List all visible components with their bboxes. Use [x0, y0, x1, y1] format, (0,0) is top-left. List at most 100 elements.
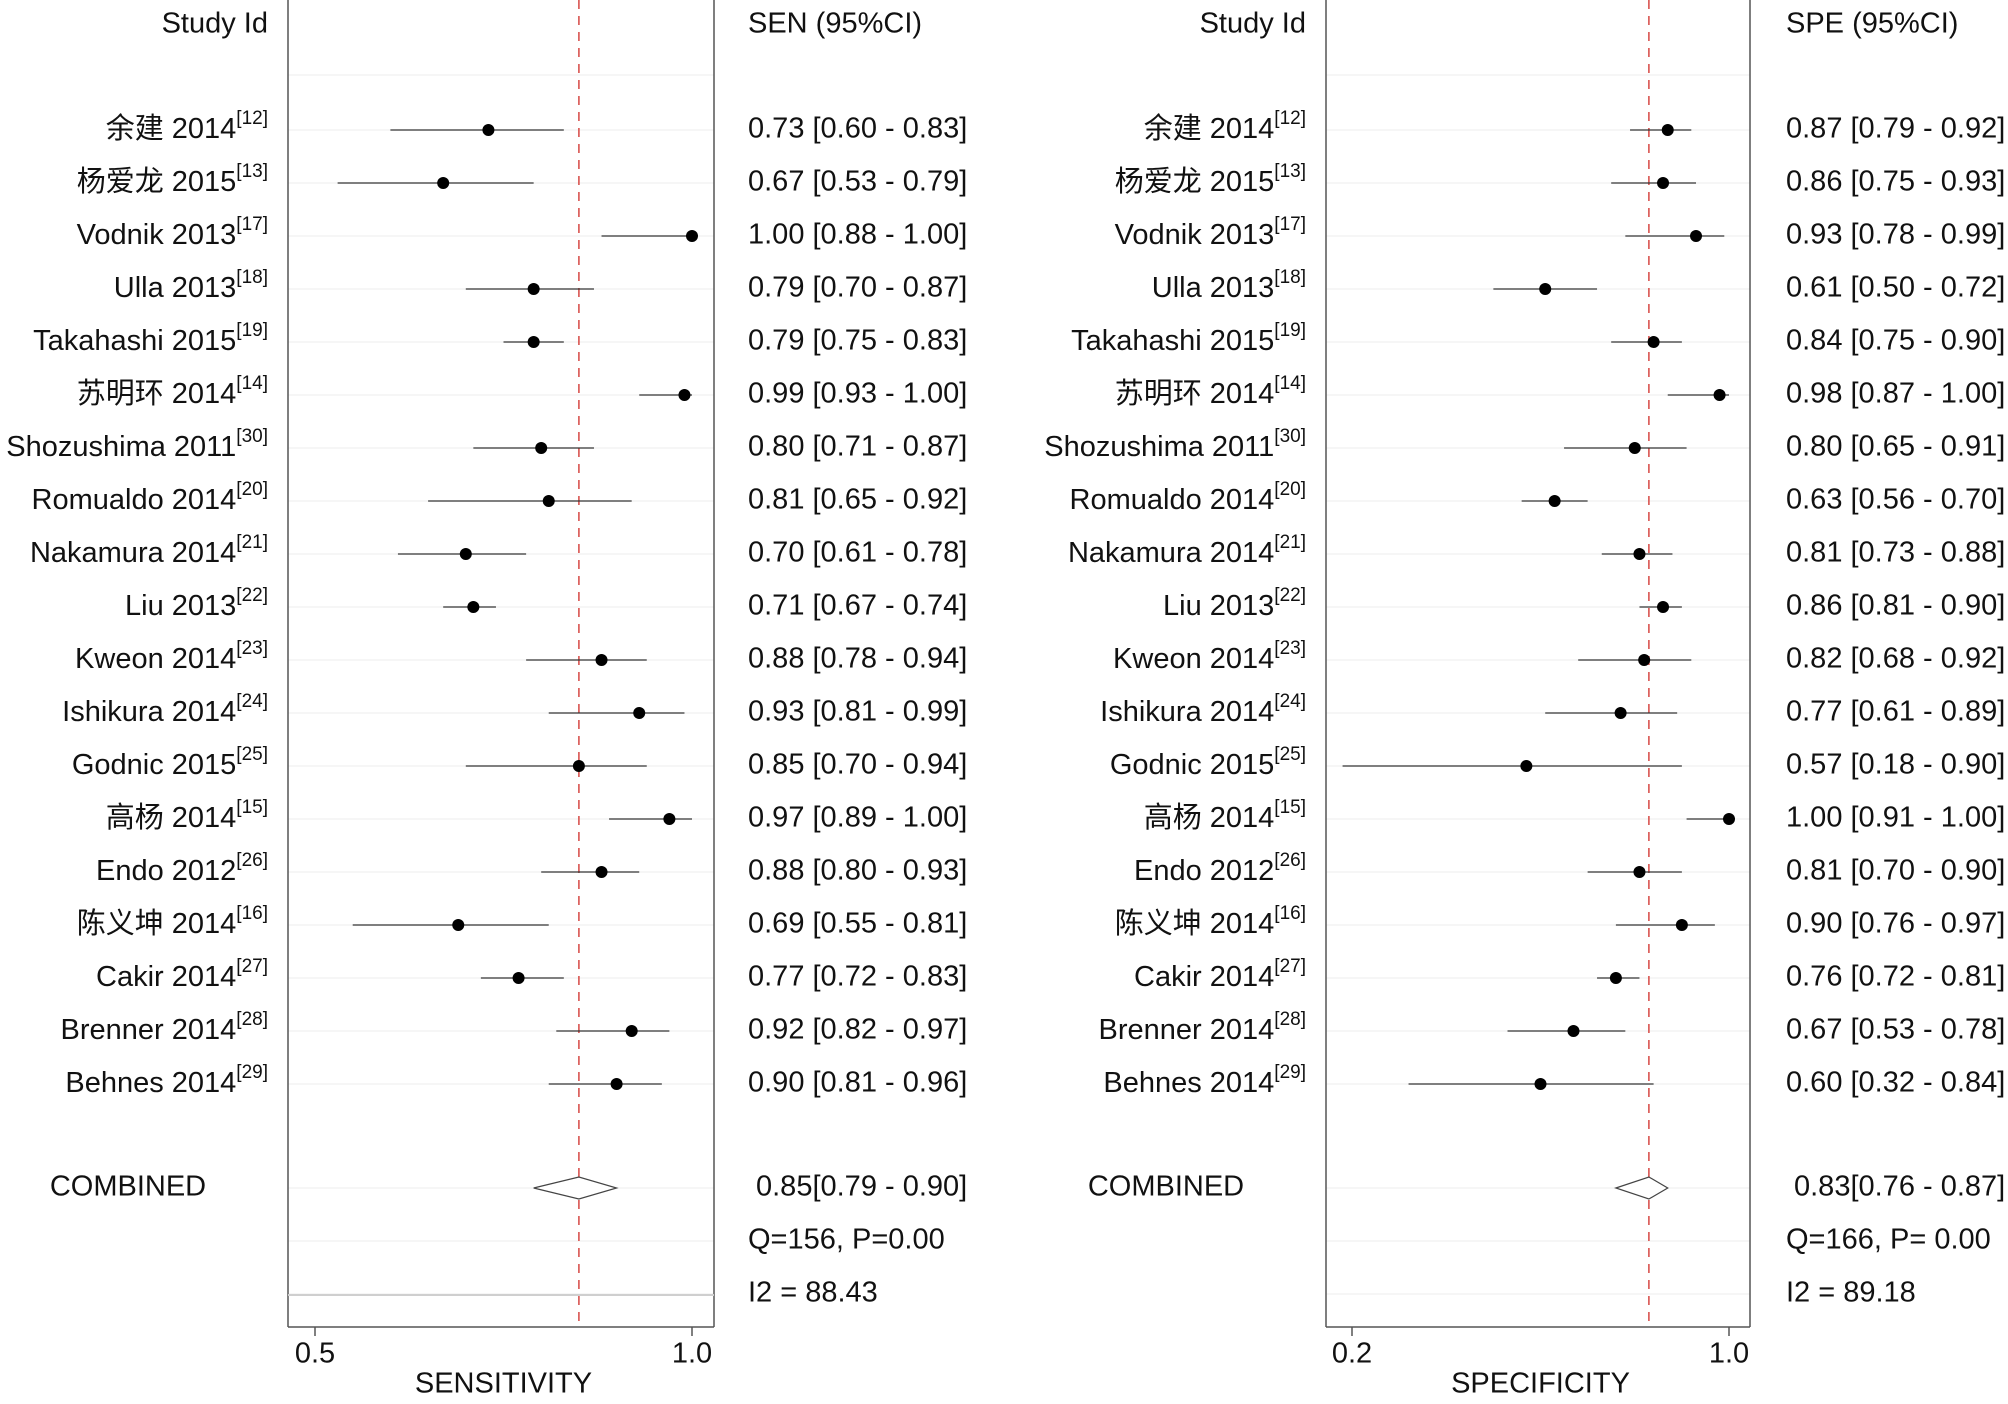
study-name: Vodnik 2013[17]	[77, 214, 268, 251]
estimate-text: 0.85 [0.70 - 0.94]	[748, 749, 967, 781]
estimate-text: 0.81 [0.70 - 0.90]	[1786, 855, 2005, 887]
study-name-text: Behnes 2014	[1103, 1067, 1274, 1099]
study-name: Godnic 2015[25]	[1110, 744, 1306, 781]
study-row: Endo 2012[26] 0.81 [0.70 - 0.90]	[1134, 850, 2005, 887]
study-reference: [29]	[236, 1062, 268, 1083]
estimate-text: 0.61 [0.50 - 0.72]	[1786, 272, 2005, 304]
study-name: Cakir 2014[27]	[96, 956, 268, 993]
x-tick-label: 0.5	[295, 1338, 335, 1370]
study-reference: [22]	[1274, 585, 1306, 606]
combined-diamond	[1614, 1176, 1669, 1200]
point-estimate	[572, 760, 585, 772]
point-estimate	[1628, 442, 1641, 454]
study-reference: [29]	[1274, 1062, 1306, 1083]
study-row: Takahashi 2015[19] 0.79 [0.75 - 0.83]	[33, 320, 967, 357]
estimate-text: 0.81 [0.73 - 0.88]	[1786, 537, 2005, 569]
estimate-text: 0.73 [0.60 - 0.83]	[748, 113, 967, 145]
point-estimate	[1657, 177, 1670, 189]
study-name-text: Romualdo 2014	[32, 484, 237, 516]
point-estimate	[1539, 283, 1552, 295]
point-estimate	[1567, 1025, 1580, 1037]
study-reference: [15]	[1274, 797, 1306, 818]
study-reference: [14]	[236, 373, 268, 394]
study-reference: [18]	[1274, 267, 1306, 288]
study-reference: [24]	[236, 691, 268, 712]
point-estimate	[1609, 972, 1622, 984]
study-name-text: Behnes 2014	[65, 1067, 236, 1099]
study-row: Kweon 2014[23] 0.88 [0.78 - 0.94]	[75, 638, 967, 675]
study-reference: [21]	[1274, 532, 1306, 553]
study-row: 杨爱龙 2015[13] 0.67 [0.53 - 0.79]	[77, 161, 968, 198]
estimate-text: 0.60 [0.32 - 0.84]	[1786, 1067, 2005, 1099]
study-name: Brenner 2014[28]	[1099, 1009, 1306, 1046]
study-name: 余建 2014[12]	[106, 108, 268, 145]
point-estimate	[1633, 866, 1646, 878]
study-name-text: Vodnik 2013	[77, 219, 237, 251]
study-name-text: 余建 2014	[1144, 112, 1275, 145]
study-row: 陈义坤 2014[16] 0.69 [0.55 - 0.81]	[77, 903, 968, 940]
estimate-text: 0.67 [0.53 - 0.79]	[748, 166, 967, 198]
study-id-header: Study Id	[162, 8, 268, 40]
study-id-header: Study Id	[1200, 8, 1306, 40]
point-estimate	[512, 972, 525, 984]
study-name-text: Godnic 2015	[72, 749, 236, 781]
study-name-text: 高杨 2014	[1144, 801, 1275, 834]
study-name: Nakamura 2014[21]	[1068, 532, 1306, 569]
study-row: Behnes 2014[29] 0.90 [0.81 - 0.96]	[65, 1062, 967, 1099]
study-reference: [28]	[236, 1009, 268, 1030]
point-estimate	[1661, 124, 1674, 136]
study-name: Liu 2013[22]	[125, 585, 268, 622]
study-reference: [23]	[1274, 638, 1306, 659]
study-name: Romualdo 2014[20]	[32, 479, 268, 516]
study-name: Cakir 2014[27]	[1134, 956, 1306, 993]
study-row: Cakir 2014[27] 0.76 [0.72 - 0.81]	[1134, 956, 2005, 993]
study-name: Shozushima 2011[30]	[1044, 426, 1306, 463]
point-estimate	[1548, 495, 1561, 507]
study-row: Takahashi 2015[19] 0.84 [0.75 - 0.90]	[1071, 320, 2005, 357]
study-name-text: Kweon 2014	[75, 643, 236, 675]
study-row: Behnes 2014[29] 0.60 [0.32 - 0.84]	[1103, 1062, 2005, 1099]
study-name-text: Shozushima 2011	[6, 431, 236, 463]
study-name-text: Nakamura 2014	[30, 537, 236, 569]
study-row: Brenner 2014[28] 0.67 [0.53 - 0.78]	[1099, 1009, 2006, 1046]
study-row: Godnic 2015[25] 0.57 [0.18 - 0.90]	[1110, 744, 2005, 781]
study-reference: [26]	[1274, 850, 1306, 871]
study-reference: [17]	[236, 214, 268, 235]
estimate-text: 0.79 [0.75 - 0.83]	[748, 325, 967, 357]
point-estimate	[1534, 1078, 1547, 1090]
study-row: Ulla 2013[18] 0.61 [0.50 - 0.72]	[1152, 267, 2006, 304]
study-reference: [25]	[1274, 744, 1306, 765]
study-name-text: Nakamura 2014	[1068, 537, 1274, 569]
study-reference: [19]	[1274, 320, 1306, 341]
estimate-text: 0.81 [0.65 - 0.92]	[748, 484, 967, 516]
study-name: Liu 2013[22]	[1163, 585, 1306, 622]
heterogeneity-i2-text: I2 = 89.18	[1786, 1277, 1916, 1309]
estimate-text: 0.90 [0.76 - 0.97]	[1786, 908, 2005, 940]
study-row: 苏明环 2014[14] 0.98 [0.87 - 1.00]	[1115, 373, 2006, 410]
study-row: Vodnik 2013[17] 0.93 [0.78 - 0.99]	[1115, 214, 2006, 251]
study-name: 陈义坤 2014[16]	[1115, 903, 1306, 940]
combined-label: COMBINED	[50, 1171, 206, 1203]
point-estimate	[437, 177, 450, 189]
study-reference: [19]	[236, 320, 268, 341]
study-reference: [20]	[236, 479, 268, 500]
study-name-text: 杨爱龙 2015	[77, 165, 237, 198]
estimate-text: 0.93 [0.78 - 0.99]	[1786, 219, 2005, 251]
estimate-text: 0.80 [0.65 - 0.91]	[1786, 431, 2005, 463]
study-name: Shozushima 2011[30]	[6, 426, 268, 463]
study-name: Endo 2012[26]	[96, 850, 268, 887]
point-estimate	[610, 1078, 623, 1090]
study-row: Ulla 2013[18] 0.79 [0.70 - 0.87]	[114, 267, 968, 304]
study-row: Shozushima 2011[30] 0.80 [0.65 - 0.91]	[1044, 426, 2005, 463]
study-name-text: 杨爱龙 2015	[1115, 165, 1275, 198]
study-name-text: Endo 2012	[1134, 855, 1274, 887]
point-estimate	[1723, 813, 1735, 825]
estimate-text: 0.80 [0.71 - 0.87]	[748, 431, 967, 463]
forest-panel-sensitivity: 0.5 1.0 SENSITIVITY Study Id SEN (95%CI) 余建 2…	[6, 0, 967, 1400]
study-name: Ishikura 2014[24]	[1100, 691, 1306, 728]
study-name: Takahashi 2015[19]	[1071, 320, 1306, 357]
study-name: Nakamura 2014[21]	[30, 532, 268, 569]
x-axis-label: SENSITIVITY	[415, 1368, 592, 1400]
point-estimate	[1520, 760, 1533, 772]
study-row: Cakir 2014[27] 0.77 [0.72 - 0.83]	[96, 956, 967, 993]
